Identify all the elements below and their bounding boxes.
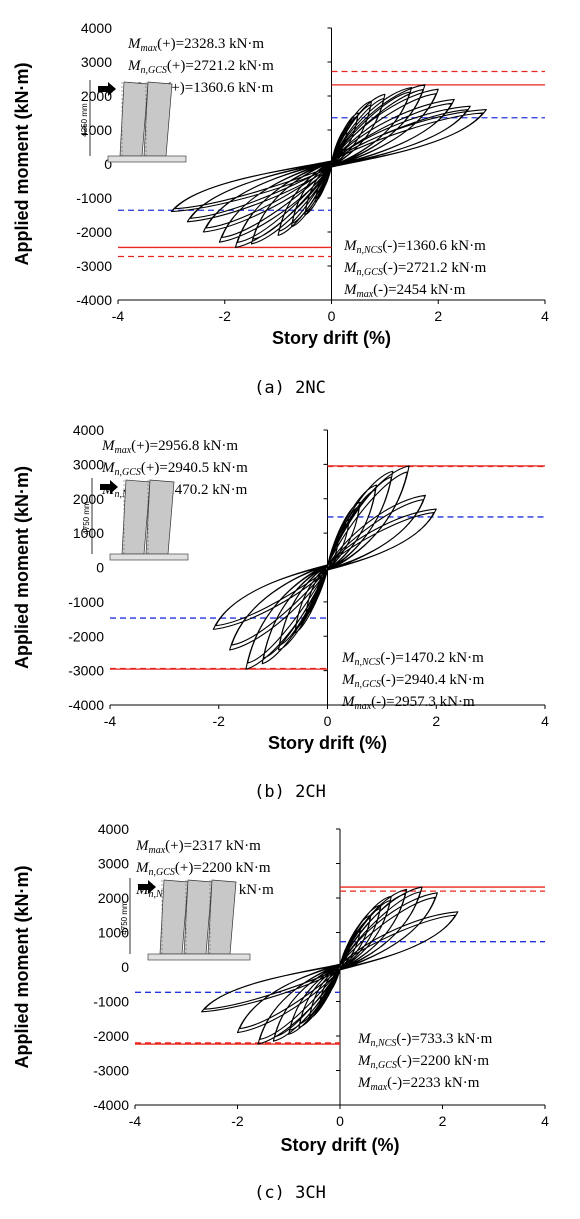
y-tick-label: -1000 [68,594,104,610]
y-tick-label: -2000 [68,628,104,644]
y-tick-label: -1000 [76,190,112,206]
moment-annotation-negative: Mn,NCS(-)=733.3 kN·m [357,1031,493,1049]
moment-annotation-negative: Mmax(-)=2454 kN·m [343,282,466,300]
y-axis-label: Applied moment (kN·m) [12,865,32,1068]
y-tick-label: 3000 [73,456,104,472]
moment-annotation-negative: Mn,NCS(-)=1470.2 kN·m [341,650,484,668]
chart-panel-2: 4000 3000 2000 1000 0 -1000 -2000 -3000 -4000-4 -… [12,422,549,802]
x-tick-label: -4 [129,1113,142,1129]
column-shape [119,81,149,157]
column-shape [207,879,237,955]
specimen-inset: 4750 mm [120,878,251,961]
load-arrow-icon [98,82,116,96]
y-tick-label: 4000 [98,821,129,837]
y-tick-label: 0 [96,560,104,576]
y-tick-label: -4000 [93,1097,129,1113]
y-tick-label: -2000 [76,224,112,240]
footing-base [107,155,187,163]
hysteresis-curve [170,84,487,248]
x-tick-label: -4 [104,713,117,729]
chart-panel-3: 4000 3000 2000 1000 0 -1000 -2000 -3000 -4000-4 -… [12,821,549,1203]
y-tick-label: 0 [104,156,112,172]
x-tick-label: 4 [541,308,549,324]
moment-annotation-negative: Mmax(-)=2957.3 kN·m [341,694,475,712]
x-axis-label: Story drift (%) [281,1135,400,1155]
moment-annotation-positive: Mn,NCS(+)=1470.2 kN·m [101,482,248,500]
y-tick-label: 1000 [81,122,112,138]
y-tick-label: -1000 [93,994,129,1010]
column-shape [145,479,175,555]
x-tick-label: 4 [541,713,549,729]
moment-annotation-negative: Mn,NCS(-)=1360.6 kN·m [343,238,486,256]
y-tick-label: -2000 [93,1028,129,1044]
y-tick-label: -4000 [68,697,104,713]
dimension-label: 4750 mm [82,501,91,535]
x-tick-label: 2 [434,308,442,324]
y-tick-label: 0 [121,959,129,975]
x-tick-label: 0 [336,1113,344,1129]
column-shape [159,879,189,955]
hysteresis-curve [212,465,437,670]
y-tick-label: 2000 [73,491,104,507]
moment-annotation-negative: Mmax(-)=2233 kN·m [357,1075,480,1093]
y-tick-label: 4000 [73,422,104,438]
moment-annotation-negative: Mn,GCS(-)=2721.2 kN·m [343,260,487,278]
dimension-label: 4250 mm [80,103,89,137]
moment-annotation-positive: Mmax(+)=2956.8 kN·m [101,438,238,456]
y-tick-label: 1000 [98,925,129,941]
x-tick-label: -2 [219,308,232,324]
specimen-inset: 4250 mm [80,80,187,163]
x-tick-label: -2 [213,713,226,729]
specimen-inset: 4750 mm [82,478,189,561]
panel-caption: (b) 2CH [254,782,326,802]
x-tick-label: -4 [112,308,125,324]
x-axis-label: Story drift (%) [272,328,391,348]
y-tick-label: 1000 [73,525,104,541]
moment-annotation-negative: Mn,GCS(-)=2200 kN·m [357,1053,489,1071]
y-tick-label: 3000 [98,856,129,872]
dimension-label: 4750 mm [120,901,129,935]
y-tick-label: -3000 [93,1063,129,1079]
y-axis-label: Applied moment (kN·m) [12,62,32,265]
column-shape [183,879,213,955]
chart-panel-1: 40003000200010000-1000-2000-3000-4000-4-… [12,20,549,398]
moment-annotation-positive: Mn,GCS(+)=2940.5 kN·m [101,460,248,478]
x-tick-label: 2 [439,1113,447,1129]
load-arrow-icon [100,480,118,494]
panel-caption: (c) 3CH [254,1183,326,1203]
moment-annotation-positive: Mn,GCS(+)=2721.2 kN·m [127,58,274,76]
y-tick-label: 4000 [81,20,112,36]
moment-annotation-positive: Mmax(+)=2317 kN·m [135,838,261,856]
y-tick-label: 2000 [98,890,129,906]
x-tick-label: 2 [432,713,440,729]
column-shape [143,81,173,157]
x-tick-label: 0 [324,713,332,729]
x-tick-label: 4 [541,1113,549,1129]
y-axis-label: Applied moment (kN·m) [12,466,32,669]
moment-annotation-positive: Mn,GCS(+)=2200 kN·m [135,860,271,878]
x-axis-label: Story drift (%) [268,733,387,753]
footing-base [109,553,189,561]
y-tick-label: 3000 [81,54,112,70]
moment-annotation-positive: Mmax(+)=2328.3 kN·m [127,36,264,54]
y-tick-label: -3000 [68,663,104,679]
y-tick-label: -3000 [76,258,112,274]
footing-base [147,953,251,961]
load-arrow-icon [138,880,156,894]
moment-annotation-negative: Mn,GCS(-)=2940.4 kN·m [341,672,485,690]
panel-caption: (a) 2NC [254,378,326,398]
column-shape [121,479,151,555]
hysteresis-curve [201,886,459,1045]
x-tick-label: -2 [231,1113,244,1129]
y-tick-label: -4000 [76,292,112,308]
x-tick-label: 0 [328,308,336,324]
